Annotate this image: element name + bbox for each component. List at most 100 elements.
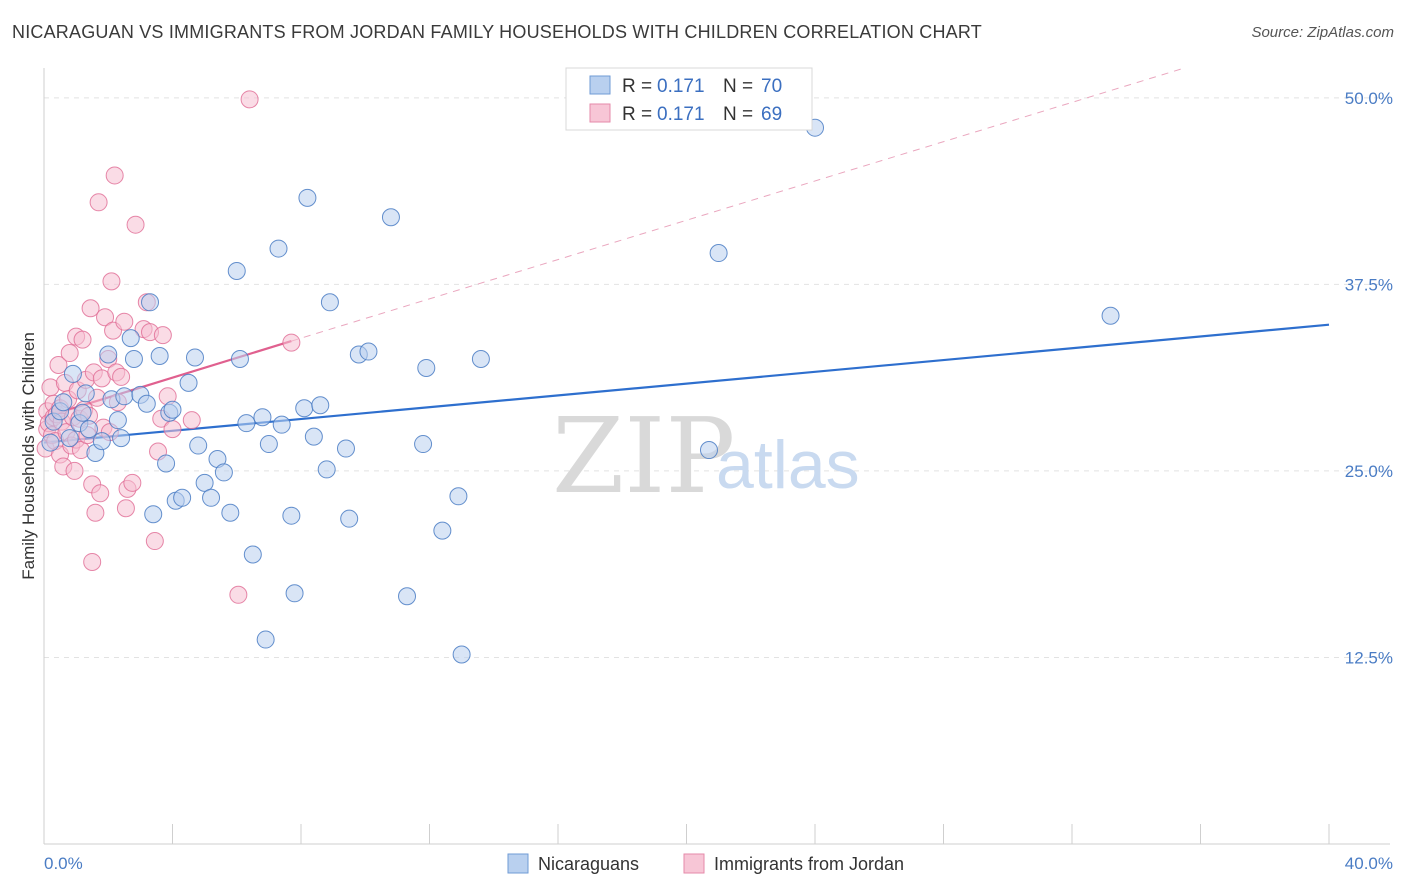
point-nicaraguan	[259, 435, 278, 454]
point-nicaraguan	[433, 521, 452, 540]
point-nicaraguan	[285, 584, 304, 603]
point-nicaraguan	[699, 441, 718, 460]
point-nicaraguan	[253, 408, 272, 427]
point-nicaraguan	[54, 393, 73, 412]
point-nicaraguan	[189, 436, 208, 455]
point-jordan	[229, 585, 248, 604]
point-nicaraguan	[417, 358, 436, 377]
point-nicaraguan	[320, 293, 339, 312]
legend-r-value-1: 0.171	[657, 76, 705, 97]
point-nicaraguan	[73, 403, 92, 422]
point-nicaraguan	[452, 645, 471, 664]
y-tick-label: 37.5%	[1345, 275, 1393, 294]
watermark-atlas: atlas	[716, 427, 860, 503]
point-nicaraguan	[137, 394, 156, 413]
point-jordan	[91, 484, 110, 503]
point-jordan	[163, 420, 182, 439]
legend-n-value-2: 69	[761, 104, 782, 125]
point-nicaraguan	[269, 239, 288, 258]
point-jordan	[65, 461, 84, 480]
point-nicaraguan	[256, 630, 275, 649]
point-jordan	[73, 330, 92, 349]
point-nicaraguan	[185, 348, 204, 367]
point-nicaraguan	[237, 414, 256, 433]
series-legend: Nicaraguans Immigrants from Jordan	[507, 853, 904, 874]
bottom-legend-label-jordan: Immigrants from Jordan	[714, 854, 904, 874]
y-tick-label: 25.0%	[1345, 462, 1393, 481]
x-tick-label-min: 0.0%	[44, 854, 83, 873]
chart-source: Source: ZipAtlas.com	[1251, 24, 1394, 41]
point-jordan	[105, 166, 124, 185]
gridlines	[44, 97, 1390, 658]
point-nicaraguan	[304, 427, 323, 446]
point-nicaraguan	[381, 208, 400, 227]
point-jordan	[49, 355, 68, 374]
y-tick-label: 12.5%	[1345, 648, 1393, 667]
point-nicaraguan	[179, 373, 198, 392]
point-nicaraguan	[99, 345, 118, 364]
point-nicaraguan	[336, 439, 355, 458]
point-jordan	[89, 193, 108, 212]
bottom-legend-label-nicaraguans: Nicaraguans	[538, 854, 639, 874]
point-nicaraguan	[1101, 306, 1120, 325]
point-nicaraguan	[157, 454, 176, 473]
point-nicaraguan	[60, 429, 79, 448]
point-nicaraguan	[340, 509, 359, 528]
point-jordan	[282, 333, 301, 352]
points-nicaraguan	[41, 118, 1120, 664]
point-jordan	[116, 499, 135, 518]
legend-r-value-2: 0.171	[657, 104, 705, 125]
point-nicaraguan	[108, 411, 127, 430]
point-nicaraguan	[163, 400, 182, 419]
point-jordan	[96, 308, 115, 327]
y-axis-label: Family Households with Children	[19, 332, 38, 580]
bottom-legend-swatch-nicaraguans	[507, 853, 529, 874]
point-nicaraguan	[63, 364, 82, 383]
correlation-legend: R = 0.171 N = 70 R = 0.171 N = 69	[565, 67, 813, 131]
legend-swatch-pink	[589, 103, 611, 123]
point-nicaraguan	[295, 399, 314, 418]
point-nicaraguan	[272, 415, 291, 434]
point-nicaraguan	[317, 460, 336, 479]
point-nicaraguan	[141, 293, 160, 312]
point-jordan	[153, 326, 172, 345]
point-jordan	[83, 552, 102, 571]
chart-title: NICARAGUAN VS IMMIGRANTS FROM JORDAN FAM…	[12, 22, 982, 42]
point-nicaraguan	[112, 429, 131, 448]
point-nicaraguan	[311, 396, 330, 415]
x-axis-ticks	[43, 824, 1330, 844]
point-nicaraguan	[221, 503, 240, 522]
point-nicaraguan	[227, 261, 246, 280]
point-nicaraguan	[92, 432, 111, 451]
legend-n-label-1: N =	[723, 76, 753, 97]
legend-r-label-1: R =	[622, 76, 652, 97]
point-nicaraguan	[398, 587, 417, 606]
point-nicaraguan	[471, 350, 490, 368]
point-jordan	[115, 312, 134, 331]
point-nicaraguan	[243, 545, 262, 564]
point-jordan	[112, 367, 131, 386]
point-jordan	[182, 411, 201, 430]
point-jordan	[60, 344, 79, 363]
point-nicaraguan	[214, 463, 233, 482]
point-nicaraguan	[115, 387, 134, 406]
point-nicaraguan	[121, 329, 140, 348]
bottom-legend-swatch-jordan	[683, 853, 705, 874]
legend-n-value-1: 70	[761, 76, 782, 97]
point-nicaraguan	[709, 244, 728, 263]
points-jordan	[36, 90, 301, 604]
point-nicaraguan	[124, 350, 143, 368]
point-nicaraguan	[79, 420, 98, 439]
point-nicaraguan	[282, 506, 301, 525]
point-nicaraguan	[150, 347, 169, 366]
y-tick-labels: 12.5% 25.0% 37.5% 50.0%	[1345, 89, 1393, 668]
legend-swatch-blue	[589, 75, 611, 95]
x-tick-label-max: 40.0%	[1345, 854, 1393, 873]
y-tick-label: 50.0%	[1345, 89, 1393, 108]
legend-n-label-2: N =	[723, 104, 753, 125]
point-jordan	[102, 272, 121, 291]
point-jordan	[145, 532, 164, 551]
point-nicaraguan	[144, 505, 163, 524]
point-nicaraguan	[414, 435, 433, 454]
